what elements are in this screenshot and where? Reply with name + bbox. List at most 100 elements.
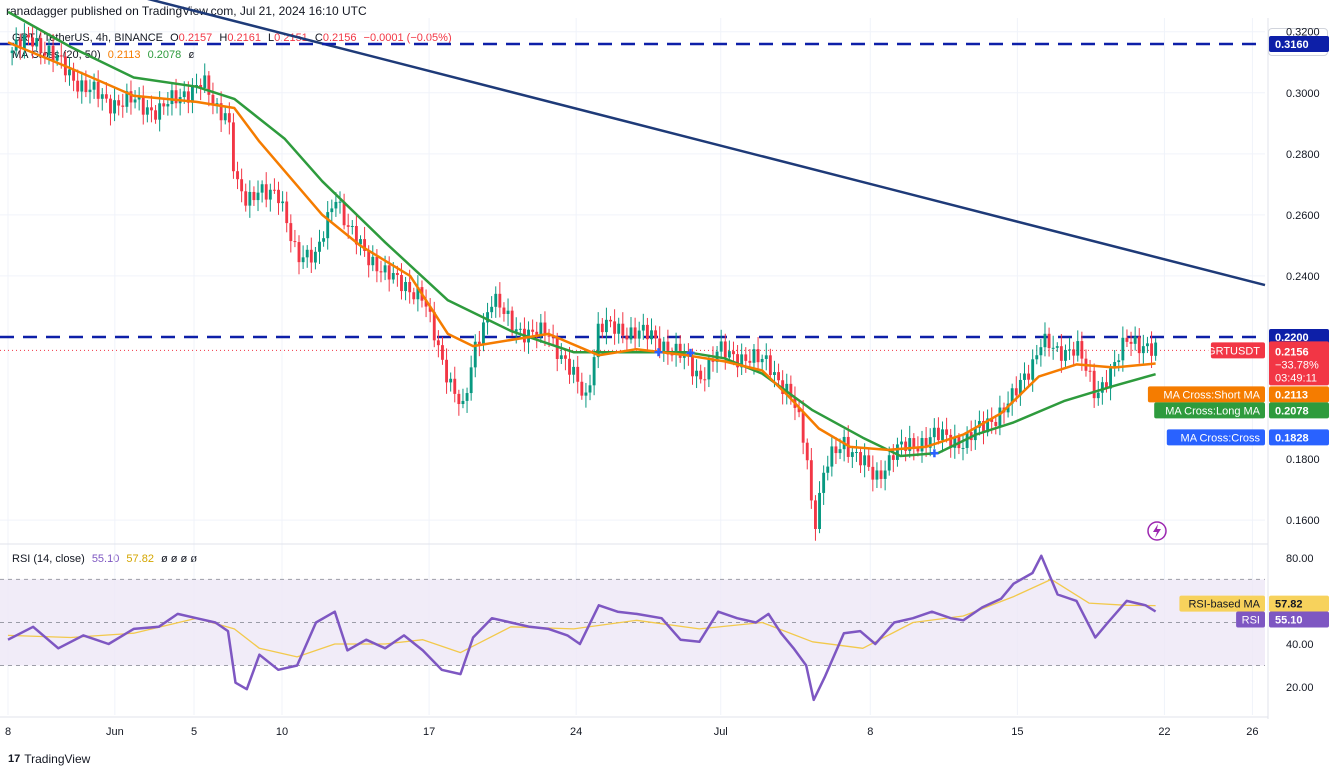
candle-body	[441, 345, 444, 360]
rsi-price-label[interactable]: 55.10	[1269, 611, 1329, 628]
candle-body	[666, 341, 670, 355]
candle-body	[424, 300, 428, 307]
rsi-tag-bg	[1236, 611, 1265, 628]
footer-brand[interactable]: 17 TradingView	[8, 752, 90, 766]
candle-body	[678, 343, 682, 358]
candle-body	[133, 99, 137, 103]
level-price-label[interactable]: 0.3160	[1269, 35, 1329, 52]
candle-body	[699, 370, 703, 380]
candle-body	[670, 354, 674, 356]
close-value: 0.2156	[322, 32, 357, 44]
candle-body	[1088, 370, 1092, 372]
candle-body	[432, 311, 436, 341]
candle-body	[998, 407, 1002, 426]
candle-body	[568, 358, 571, 375]
ma-short-tag-bg	[1147, 386, 1265, 403]
candle-body	[272, 189, 276, 191]
candle-body	[59, 55, 63, 57]
rsi-ma-price-label[interactable]: 57.82	[1269, 595, 1329, 612]
rsi-line[interactable]	[7, 554, 1157, 702]
rsi-tick-label: 20.00	[1286, 682, 1314, 694]
candle-body	[268, 189, 272, 200]
candle-body	[822, 472, 826, 493]
candle-body	[1133, 336, 1137, 344]
candle-body	[559, 355, 563, 359]
symbol-tag[interactable]: GRTUSDT	[1207, 342, 1265, 359]
candle-body	[740, 354, 744, 368]
candle-body	[727, 351, 731, 358]
candle-body	[953, 436, 957, 448]
candle-body	[359, 239, 362, 245]
candle-body	[1141, 346, 1145, 354]
candle-body	[789, 383, 793, 398]
horizontal-lines	[0, 42, 1265, 351]
candle-body	[535, 331, 539, 337]
candle-body	[416, 287, 420, 300]
candle-body	[395, 273, 399, 275]
descending-trendline[interactable]	[121, 0, 1266, 287]
low-value: 0.2151	[274, 32, 308, 44]
level-price-label-text: 0.3160	[1275, 39, 1309, 51]
ma-short-price-label[interactable]: 0.2113	[1269, 386, 1329, 403]
candle-body	[658, 338, 662, 352]
candle-body	[572, 366, 576, 375]
candle-body	[760, 358, 764, 363]
ma-short-tag[interactable]: MA Cross:Short MA	[1147, 386, 1265, 403]
candle-body	[547, 335, 551, 337]
candle-body	[391, 273, 395, 280]
candle-body	[1150, 343, 1153, 356]
candle-body	[375, 256, 379, 272]
ma-cross-price-label[interactable]: 0.1828	[1269, 429, 1329, 446]
candle-body	[141, 96, 145, 115]
ma-long-price-label[interactable]: 0.2078	[1269, 402, 1329, 419]
rsi-legend[interactable]: RSI (14, close) 55.10 57.82 ø ø ø ø	[12, 553, 197, 565]
ma-short-price-label-text: 0.2113	[1275, 389, 1308, 401]
candle-body	[191, 86, 194, 103]
rsi-ma-line[interactable]	[7, 578, 1156, 658]
candle-body	[1043, 333, 1047, 348]
ma-long-tag[interactable]: MA Cross:Long MA	[1154, 402, 1265, 419]
candle-body	[613, 321, 617, 334]
candle-body	[539, 322, 543, 337]
current-price-label[interactable]: 0.2156−33.78%03:49:11	[1269, 341, 1329, 386]
candle-body	[641, 324, 645, 331]
candle-body	[219, 103, 223, 121]
level-price-label[interactable]: 0.2200	[1269, 328, 1329, 345]
candle-body	[830, 446, 834, 467]
candle-body	[1121, 337, 1125, 361]
candle-body	[322, 238, 326, 242]
level-price-label-bg	[1269, 328, 1329, 345]
candle-body	[223, 113, 227, 121]
candle-body	[1027, 373, 1031, 380]
candle-body	[961, 447, 965, 449]
price-tick-label-hidden: 0.1800	[1286, 454, 1320, 466]
ma-cross-tag[interactable]: MA Cross:Cross	[1166, 429, 1265, 446]
price-tick-label: 0.2400	[1286, 271, 1320, 283]
candle-body	[871, 466, 875, 480]
candle-body	[916, 448, 920, 452]
candle-body	[494, 293, 498, 307]
candle-body	[318, 241, 321, 252]
candle-body	[166, 104, 170, 107]
symbol-tag-text: GRTUSDT	[1207, 345, 1260, 357]
candle-body	[891, 455, 895, 460]
rsi-tag[interactable]: RSI	[1236, 611, 1265, 628]
candle-body	[900, 441, 903, 445]
rsi-ma-tag[interactable]: RSI-based MA	[1179, 595, 1265, 612]
candle-body	[248, 191, 252, 206]
candle-body	[338, 201, 342, 203]
ma-short-line[interactable]	[7, 41, 1156, 452]
moving-averages	[7, 10, 1156, 458]
candle-body	[506, 310, 510, 314]
candle-body	[27, 34, 30, 38]
candle-body	[732, 351, 735, 355]
rsi-band	[0, 578, 1265, 667]
lightning-icon[interactable]	[1147, 521, 1167, 541]
candle-body	[309, 249, 313, 263]
candle-body	[1100, 382, 1104, 393]
candle-body	[84, 80, 88, 93]
candle-body	[592, 357, 596, 386]
candle-body	[1059, 346, 1063, 361]
candle-body	[18, 39, 22, 49]
